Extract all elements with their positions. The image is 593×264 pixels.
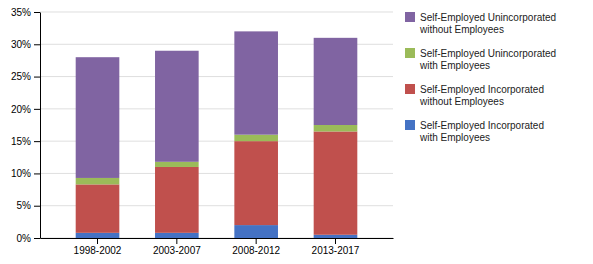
plot: 0% 5% 10% 15% 20% 25% 30% 35% 1998-2002 2003-2007… xyxy=(11,7,394,256)
x-tick-mark xyxy=(176,238,177,244)
y-axis-line xyxy=(40,13,41,239)
legend-item: Self-Employed Incorporatedwith Employees xyxy=(405,120,544,143)
y-tick-mark xyxy=(34,44,40,45)
bar xyxy=(155,233,199,238)
legend: Self-Employed Unincorporatedwithout Empl… xyxy=(405,12,556,143)
bar xyxy=(234,135,278,141)
y-tick-mark xyxy=(34,77,40,78)
x-tick-label: 2008-2012 xyxy=(232,245,280,256)
bar xyxy=(314,131,358,234)
legend-item: Self-Employed Unincorporatedwithout Empl… xyxy=(405,12,556,35)
x-tick-mark xyxy=(256,238,257,244)
bar xyxy=(76,178,120,184)
x-tick-mark xyxy=(335,238,336,244)
x-tick: 2003-2007 xyxy=(153,238,201,256)
y-tick: 0% xyxy=(17,233,40,244)
x-tick-label: 2003-2007 xyxy=(153,245,201,256)
y-tick: 15% xyxy=(11,136,40,147)
x-axis-line xyxy=(41,238,394,239)
y-tick-label: 35% xyxy=(11,7,31,18)
y-tick-mark xyxy=(34,206,40,207)
y-tick-label: 15% xyxy=(11,136,31,147)
bar xyxy=(155,51,199,162)
x-tick-label: 1998-2002 xyxy=(74,245,122,256)
legend-item: Self-Employed Unincorporatedwith Employe… xyxy=(405,48,556,71)
x-tick-mark xyxy=(97,238,98,244)
y-tick: 25% xyxy=(11,71,40,82)
y-tick-mark xyxy=(34,238,40,239)
y-tick-label: 5% xyxy=(17,200,32,211)
y-tick: 30% xyxy=(11,39,40,50)
legend-label: Self-Employed Incorporatedwith Employees xyxy=(419,120,544,143)
y-tick-label: 0% xyxy=(17,233,32,244)
y-axis: 0% 5% 10% 15% 20% 25% 30% 35% xyxy=(11,7,41,244)
x-axis: 1998-2002 2003-2007 2008-2012 2013-2017 xyxy=(41,238,394,256)
bar xyxy=(314,125,358,131)
y-tick-mark xyxy=(34,12,40,13)
bars xyxy=(76,31,358,238)
legend-swatch xyxy=(405,48,415,58)
y-tick-label: 20% xyxy=(11,104,31,115)
grid-line xyxy=(40,12,393,13)
legend-swatch xyxy=(405,12,415,22)
bar xyxy=(155,162,199,167)
chart-svg: 0% 5% 10% 15% 20% 25% 30% 35% 1998-2002 2003-2007… xyxy=(0,0,593,264)
x-tick-label: 2013-2017 xyxy=(312,245,360,256)
y-tick: 35% xyxy=(11,7,40,18)
y-tick: 5% xyxy=(17,200,40,211)
legend-label: Self-Employed Incorporatedwithout Employ… xyxy=(419,84,544,107)
legend-label: Self-Employed Unincorporatedwithout Empl… xyxy=(419,12,556,35)
y-tick: 10% xyxy=(11,168,40,179)
bar xyxy=(155,167,199,233)
legend-item: Self-Employed Incorporatedwithout Employ… xyxy=(405,84,544,107)
y-tick-mark xyxy=(34,141,40,142)
legend-label: Self-Employed Unincorporatedwith Employe… xyxy=(419,48,556,71)
x-tick: 2013-2017 xyxy=(312,238,360,256)
chart-container: 0% 5% 10% 15% 20% 25% 30% 35% 1998-2002 2003-2007… xyxy=(0,0,593,264)
legend-swatch xyxy=(405,120,415,130)
y-tick: 20% xyxy=(11,104,40,115)
bar xyxy=(234,225,278,238)
bar xyxy=(234,31,278,134)
y-tick-label: 30% xyxy=(11,39,31,50)
bar xyxy=(76,184,120,232)
legend-swatch xyxy=(405,84,415,94)
bar xyxy=(76,57,120,178)
y-tick-label: 10% xyxy=(11,168,31,179)
bar-series xyxy=(76,31,358,178)
bar xyxy=(234,141,278,225)
bar xyxy=(314,38,358,125)
y-tick-mark xyxy=(34,173,40,174)
bar xyxy=(76,233,120,238)
y-tick-mark xyxy=(34,109,40,110)
x-tick: 2008-2012 xyxy=(232,238,280,256)
bar xyxy=(314,235,358,238)
grid xyxy=(40,12,393,238)
x-tick: 1998-2002 xyxy=(74,238,122,256)
y-tick-label: 25% xyxy=(11,71,31,82)
